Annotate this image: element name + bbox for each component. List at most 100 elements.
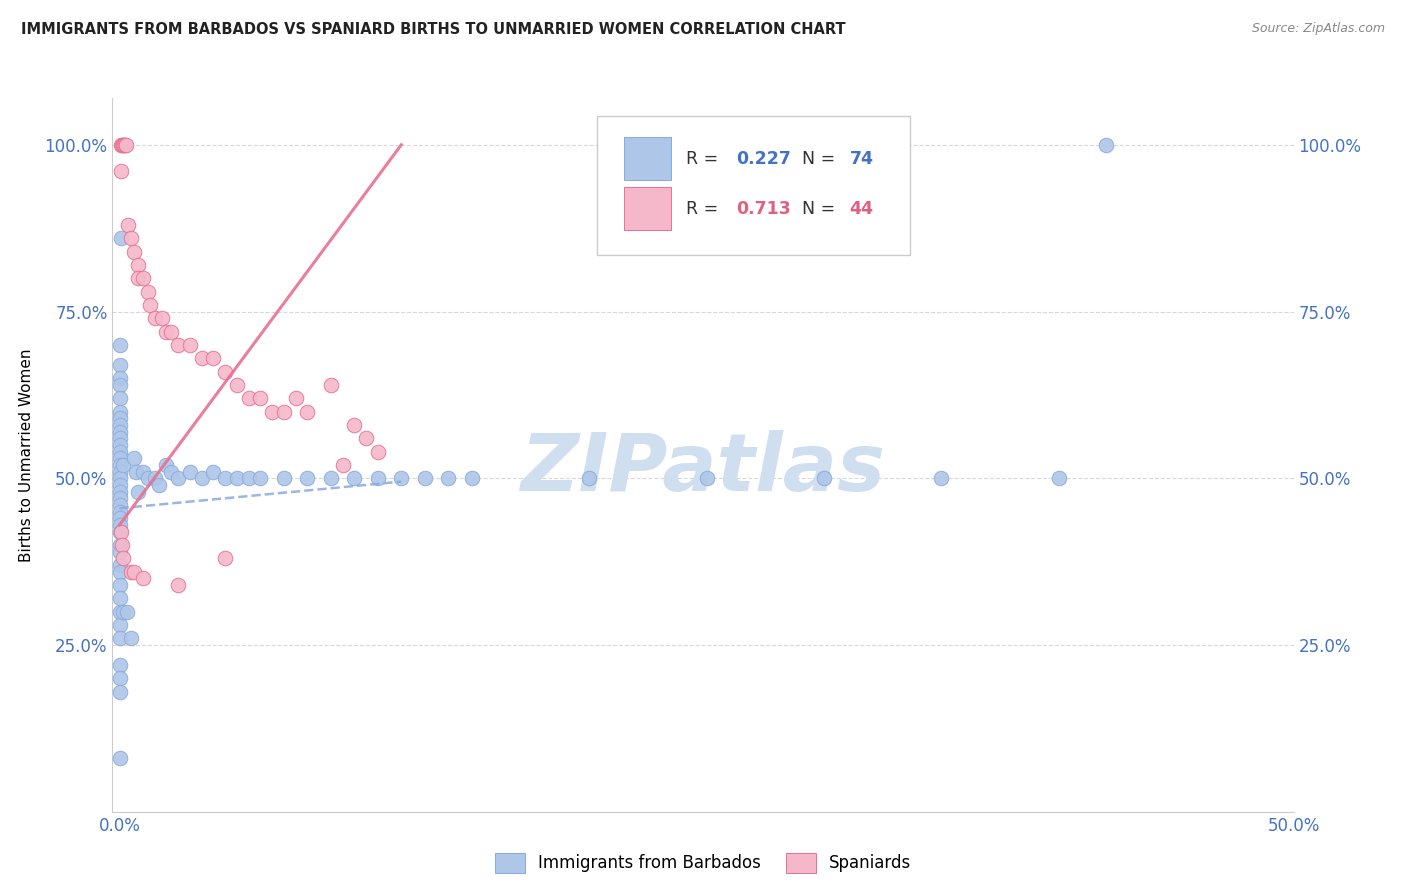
Point	[389, 471, 412, 485]
Point	[108, 684, 131, 698]
Point	[249, 471, 271, 485]
Point	[108, 591, 131, 606]
Text: 0.227: 0.227	[737, 150, 792, 168]
Point	[127, 271, 149, 285]
Point	[132, 271, 155, 285]
Point	[437, 471, 460, 485]
Point	[120, 565, 142, 579]
Point	[108, 578, 131, 592]
Point	[143, 471, 166, 485]
Point	[127, 484, 149, 499]
Point	[108, 658, 131, 673]
Point	[108, 471, 131, 485]
Point	[202, 351, 225, 366]
Point	[249, 391, 271, 405]
Text: 74: 74	[849, 150, 873, 168]
Text: IMMIGRANTS FROM BARBADOS VS SPANIARD BIRTHS TO UNMARRIED WOMEN CORRELATION CHART: IMMIGRANTS FROM BARBADOS VS SPANIARD BIR…	[21, 22, 846, 37]
Point	[108, 671, 131, 685]
Point	[132, 465, 155, 479]
Point	[114, 137, 136, 152]
Point	[108, 417, 131, 432]
Point	[284, 391, 307, 405]
Point	[108, 371, 131, 385]
Point	[214, 551, 236, 566]
Point	[262, 404, 284, 418]
Point	[155, 458, 177, 472]
Point	[578, 471, 600, 485]
Point	[108, 518, 131, 533]
Point	[122, 244, 145, 259]
Point	[112, 605, 135, 619]
Point	[167, 338, 190, 352]
Point	[190, 471, 212, 485]
Point	[214, 471, 236, 485]
Point	[108, 491, 131, 506]
Point	[190, 351, 212, 366]
Point	[132, 571, 155, 585]
Point	[111, 137, 134, 152]
Point	[108, 431, 131, 445]
Point	[297, 471, 319, 485]
Point	[136, 471, 159, 485]
Point	[117, 218, 139, 232]
Point	[367, 471, 389, 485]
Point	[108, 751, 131, 765]
Text: Source: ZipAtlas.com: Source: ZipAtlas.com	[1251, 22, 1385, 36]
Point	[354, 431, 377, 445]
Point	[108, 478, 131, 492]
Point	[112, 458, 135, 472]
Point	[238, 471, 260, 485]
Text: ZIPatlas: ZIPatlas	[520, 430, 886, 508]
Point	[332, 458, 354, 472]
Point	[139, 298, 162, 312]
Point	[108, 498, 131, 512]
Point	[160, 465, 183, 479]
Point	[108, 511, 131, 525]
FancyBboxPatch shape	[624, 137, 671, 180]
Point	[108, 451, 131, 466]
FancyBboxPatch shape	[596, 116, 910, 255]
Point	[120, 231, 142, 245]
Point	[179, 465, 201, 479]
Point	[155, 325, 177, 339]
Point	[696, 471, 718, 485]
Text: R =: R =	[686, 200, 724, 218]
Point	[1047, 471, 1070, 485]
Point	[110, 524, 132, 539]
Point	[226, 377, 249, 392]
Point	[148, 478, 170, 492]
Point	[273, 471, 295, 485]
Point	[136, 285, 159, 299]
Point	[343, 471, 366, 485]
Point	[115, 137, 138, 152]
Point	[108, 558, 131, 572]
Point	[110, 137, 132, 152]
Point	[112, 137, 135, 152]
Point	[112, 137, 135, 152]
Point	[319, 377, 342, 392]
Point	[150, 311, 173, 326]
Point	[108, 484, 131, 499]
Point	[226, 471, 249, 485]
Point	[108, 465, 131, 479]
Point	[108, 404, 131, 418]
Point	[214, 365, 236, 379]
Point	[115, 605, 138, 619]
Point	[413, 471, 436, 485]
Point	[122, 565, 145, 579]
Point	[108, 632, 131, 646]
Point	[202, 465, 225, 479]
Point	[160, 325, 183, 339]
Point	[108, 524, 131, 539]
Text: N =: N =	[803, 200, 841, 218]
Point	[108, 377, 131, 392]
Y-axis label: Births to Unmarried Women: Births to Unmarried Women	[18, 348, 34, 562]
Point	[108, 358, 131, 372]
Text: 0.713: 0.713	[737, 200, 790, 218]
Point	[120, 632, 142, 646]
Text: R =: R =	[686, 150, 724, 168]
Point	[319, 471, 342, 485]
Text: 44: 44	[849, 200, 873, 218]
Point	[167, 578, 190, 592]
Point	[108, 538, 131, 552]
